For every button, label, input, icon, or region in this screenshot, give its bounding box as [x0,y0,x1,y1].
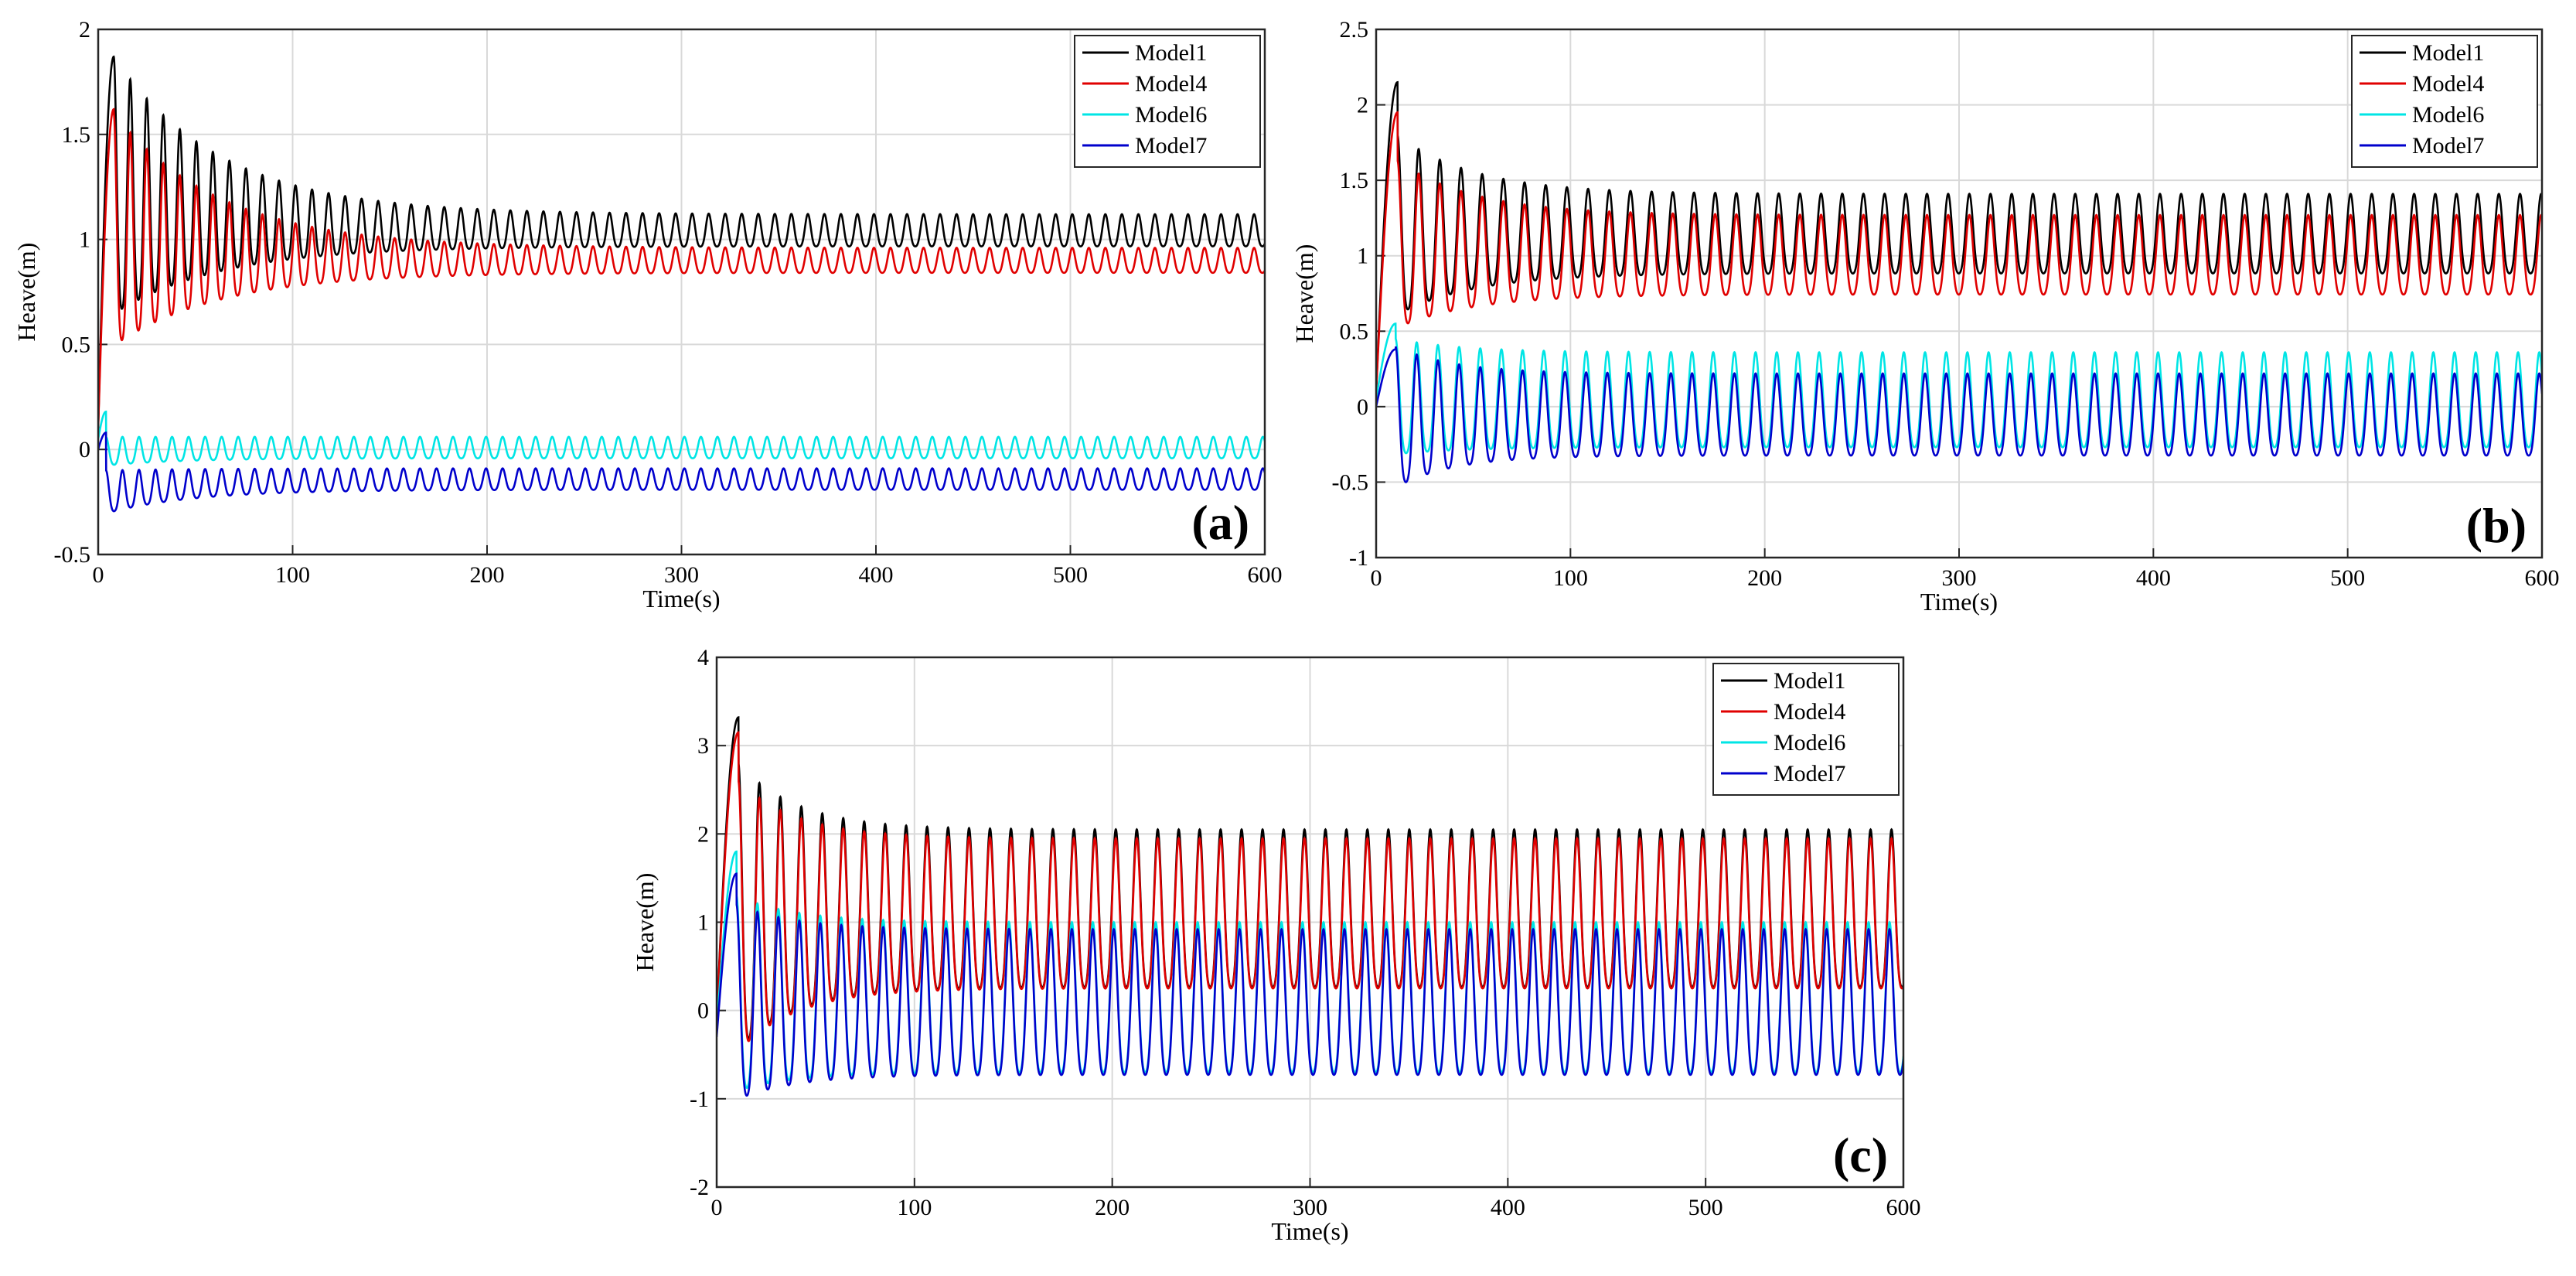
x-tick-label: 500 [1688,1195,1723,1220]
y-axis-label: Heave(m) [1290,244,1318,343]
legend: Model1 Model4 Model6 Model7 [2351,35,2538,168]
axes-box [97,28,1266,556]
x-axis-label: Time(s) [1271,1217,1348,1245]
x-tick-label: 200 [1095,1195,1130,1220]
x-tick-label: 200 [470,562,505,588]
y-tick-label: 1 [697,910,709,936]
axes-box [1375,28,2544,559]
y-tick-label: 2.5 [1340,17,1369,43]
y-tick-label: 1.5 [1340,168,1369,193]
y-tick-label: -1 [690,1087,709,1112]
series-line-model1 [98,55,1265,429]
x-axis-label: Time(s) [1920,588,1998,616]
x-tick-label: 0 [711,1195,723,1220]
y-tick-label: 2 [697,821,709,847]
chart-panel-b: 0 100 200 300 400 500 600 -1 -0.5 0 0.5 1 1.5 2 2.5 Tim… [1290,17,2560,616]
legend: Model1 Model4 Model6 Model7 [1074,35,1261,168]
legend-label-model4: Model4 [1774,699,1845,725]
x-tick-label: 600 [2525,565,2560,591]
panel-tag: (c) [1833,1128,1888,1182]
legend-label-model1: Model1 [2412,40,2484,66]
x-tick-label: 200 [1747,565,1782,591]
y-tick-label: -1 [1349,545,1368,571]
x-axis-label: Time(s) [642,585,720,612]
y-tick-label: 1 [1357,244,1368,269]
axes-box [715,656,1905,1189]
legend-label-model4: Model4 [1135,71,1207,97]
legend-label-model7: Model7 [1774,761,1845,786]
series-line-model1 [1376,80,2542,392]
y-tick-label: 0 [1357,394,1368,420]
y-tick-label: 1 [79,227,90,253]
y-tick-label: 3 [697,733,709,759]
y-tick-label: -2 [690,1175,709,1200]
series-line-model7 [717,872,1903,1097]
x-tick-label: 0 [1371,565,1382,591]
legend-label-model4: Model4 [2412,71,2484,97]
x-tick-label: 600 [1886,1195,1921,1220]
x-tick-label: 100 [275,562,310,588]
legend: Model1 Model4 Model6 Model7 [1712,663,1900,796]
y-tick-label: -0.5 [1332,469,1369,495]
series-line-model7 [98,432,1265,513]
y-tick-label: -0.5 [54,542,91,568]
x-tick-label: 0 [93,562,104,588]
x-tick-label: 400 [1491,1195,1525,1220]
legend-label-model6: Model6 [2412,102,2484,128]
x-tick-label: 300 [1942,565,1977,591]
chart-panel-a: 0 100 200 300 400 500 600-0.500.511.52Time(s)H… [12,17,1283,612]
legend-label-model1: Model1 [1135,40,1207,66]
y-axis-label: Heave(m) [12,243,40,342]
legend-label-model6: Model6 [1135,102,1207,128]
series-line-model7 [1376,346,2542,483]
panel-tag: (a) [1191,495,1249,550]
x-tick-label: 300 [664,562,699,588]
y-tick-label: 2 [79,17,90,43]
x-tick-label: 300 [1293,1195,1327,1220]
y-tick-label: 0.5 [62,332,91,357]
series-line-model4 [1376,111,2542,392]
series-line-model6 [98,410,1265,466]
series-line-model4 [717,731,1903,1042]
legend-label-model7: Model7 [2412,133,2484,159]
legend-label-model7: Model7 [1135,133,1207,159]
legend-label-model1: Model1 [1774,668,1845,694]
y-tick-label: 4 [697,645,709,670]
panel-tag: (b) [2466,498,2527,553]
x-tick-label: 500 [1053,562,1088,588]
x-tick-label: 100 [897,1195,932,1220]
x-tick-label: 600 [1248,562,1283,588]
legend-label-model6: Model6 [1774,730,1845,756]
x-tick-label: 100 [1553,565,1588,591]
chart-panel-c: 0 100 200 300 400 500 600 -2 -1 0 1 2 3 4 Time(s) Heave… [631,645,1921,1245]
y-axis-label: Heave(m) [631,873,659,972]
x-tick-label: 400 [2136,565,2171,591]
y-tick-label: 2 [1357,93,1368,118]
y-tick-label: 0.5 [1340,319,1369,344]
y-tick-label: 1.5 [62,122,91,148]
x-tick-label: 400 [859,562,894,588]
y-tick-label: 0 [697,998,709,1024]
y-tick-label: 0 [79,437,90,462]
x-tick-label: 500 [2330,565,2365,591]
series-line-model4 [98,107,1265,429]
